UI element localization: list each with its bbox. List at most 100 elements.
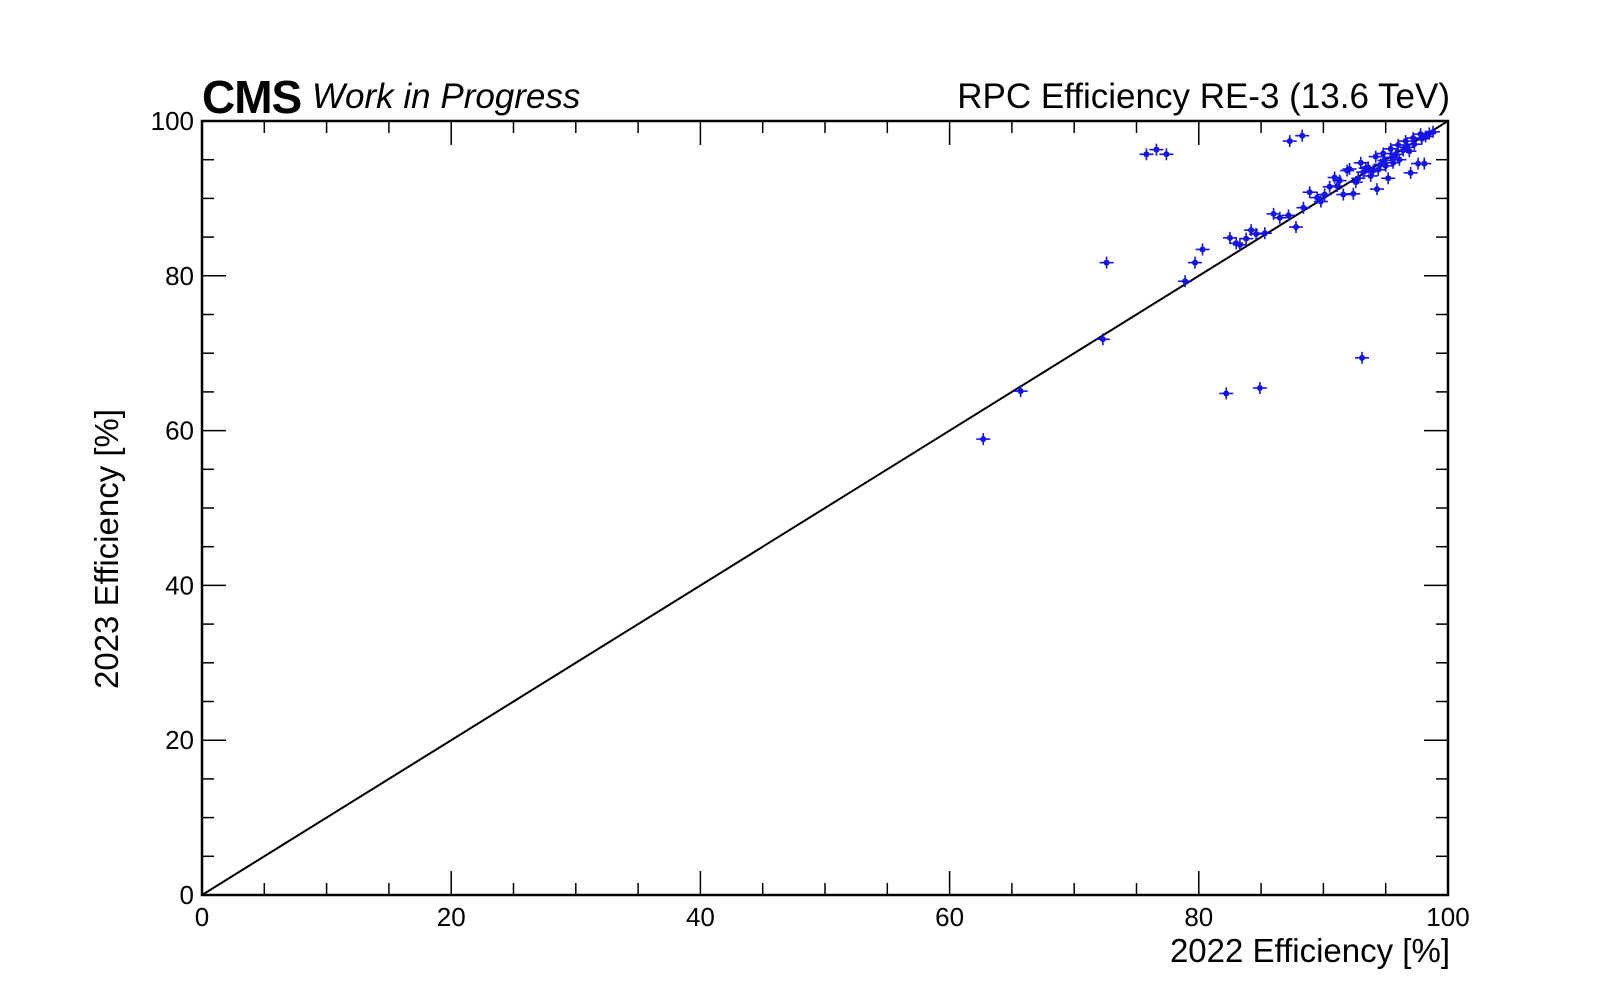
point-marker xyxy=(1410,135,1417,142)
data-point xyxy=(1302,186,1317,199)
data-point xyxy=(1392,153,1407,166)
data-point xyxy=(1386,156,1401,169)
data-point xyxy=(1346,187,1361,200)
point-marker xyxy=(1380,150,1387,157)
diagonal-line xyxy=(201,120,1449,896)
data-point xyxy=(1398,135,1413,148)
data-point xyxy=(1371,163,1386,176)
point-marker xyxy=(1226,234,1233,241)
point-marker xyxy=(1261,230,1268,237)
data-point xyxy=(1355,351,1370,364)
point-marker xyxy=(1321,191,1328,198)
point-marker xyxy=(1396,156,1403,163)
data-point xyxy=(1403,166,1418,179)
point-marker xyxy=(1411,141,1418,148)
point-marker xyxy=(1236,241,1243,248)
data-point xyxy=(1317,188,1332,201)
y-axis-label: 2023 Efficiency [%] xyxy=(88,408,125,689)
data-point xyxy=(1348,176,1363,189)
point-marker xyxy=(1367,172,1374,179)
point-marker xyxy=(1248,227,1255,234)
data-point xyxy=(1381,172,1396,185)
data-point xyxy=(1376,147,1391,160)
data-point xyxy=(1239,232,1254,245)
point-marker xyxy=(1373,186,1380,193)
data-point xyxy=(1149,143,1164,156)
point-marker xyxy=(1223,390,1230,397)
data-point xyxy=(1368,150,1383,163)
point-marker xyxy=(1417,131,1424,138)
point-marker xyxy=(1331,174,1338,181)
data-point xyxy=(1281,209,1296,222)
data-point xyxy=(1296,201,1311,214)
y-tick-label: 40 xyxy=(165,570,194,600)
data-point xyxy=(1340,164,1355,177)
point-marker xyxy=(1017,388,1024,395)
point-marker xyxy=(1421,160,1428,167)
data-point xyxy=(1178,275,1193,288)
point-marker xyxy=(1143,151,1150,158)
data-point xyxy=(1252,382,1267,395)
data-point xyxy=(1417,157,1432,170)
point-marker xyxy=(1340,191,1347,198)
point-marker xyxy=(1153,146,1160,153)
data-point xyxy=(1099,256,1114,269)
data-point xyxy=(1272,211,1287,224)
data-point xyxy=(1358,162,1373,175)
point-marker xyxy=(1387,145,1394,152)
data-point xyxy=(1406,132,1421,145)
point-marker xyxy=(1357,159,1364,166)
point-marker xyxy=(1314,194,1321,201)
point-marker xyxy=(1103,259,1110,266)
point-marker xyxy=(1382,162,1389,169)
reference-diagonal xyxy=(201,120,1449,896)
y-tick-label: 80 xyxy=(165,261,194,291)
data-point xyxy=(1139,148,1154,161)
experiment-label: CMS xyxy=(202,71,302,123)
chart-title: RPC Efficiency RE-3 (13.6 TeV) xyxy=(957,77,1450,116)
point-marker xyxy=(1375,166,1382,173)
point-marker xyxy=(1299,132,1306,139)
x-tick-label: 60 xyxy=(935,902,964,932)
point-marker xyxy=(1350,190,1357,197)
x-axis-label: 2022 Efficiency [%] xyxy=(1169,932,1450,969)
point-marker xyxy=(1253,231,1260,238)
data-point xyxy=(1195,243,1210,256)
data-point xyxy=(1413,128,1428,141)
x-tick-label: 40 xyxy=(686,902,715,932)
point-marker xyxy=(980,436,987,443)
y-tick-label: 20 xyxy=(165,725,194,755)
data-point xyxy=(1369,183,1384,196)
x-tick-label: 80 xyxy=(1184,902,1213,932)
point-marker xyxy=(1199,246,1206,253)
point-marker xyxy=(1285,212,1292,219)
point-marker xyxy=(1336,177,1343,184)
status-label: Work in Progress xyxy=(312,77,581,116)
point-marker xyxy=(1292,224,1299,231)
point-marker xyxy=(1182,278,1189,285)
point-marker xyxy=(1256,385,1263,392)
point-marker xyxy=(1392,151,1399,158)
y-tick-label: 100 xyxy=(151,106,194,136)
data-point xyxy=(1013,385,1028,398)
data-point xyxy=(1363,169,1378,182)
data-point xyxy=(1330,180,1345,193)
point-marker xyxy=(1334,183,1341,190)
point-marker xyxy=(1192,259,1199,266)
point-marker xyxy=(1270,210,1277,217)
point-marker xyxy=(1317,198,1324,205)
data-point xyxy=(1322,180,1337,193)
point-marker xyxy=(1430,128,1437,135)
data-point xyxy=(1378,159,1393,172)
data-point xyxy=(1313,195,1328,208)
data-point xyxy=(1159,148,1174,161)
data-point xyxy=(1095,333,1110,346)
y-tick-label: 60 xyxy=(165,416,194,446)
data-points xyxy=(976,125,1441,446)
x-axis-ticks: 0 20 40 60 80 100 xyxy=(195,121,1470,932)
data-point xyxy=(1222,231,1237,244)
data-point xyxy=(1383,142,1398,155)
point-marker xyxy=(1352,179,1359,186)
data-point xyxy=(1282,135,1297,148)
